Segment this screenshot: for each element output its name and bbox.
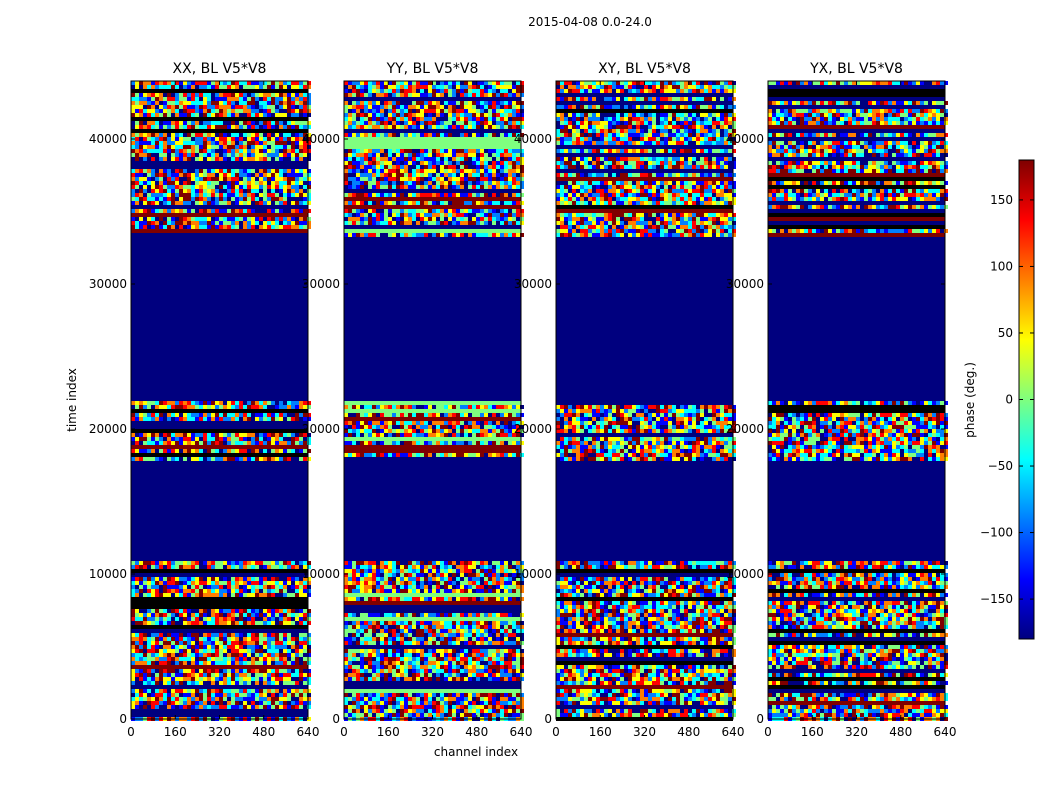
y-tick-label: 40000 [302,132,340,146]
y-tick-label: 30000 [514,277,552,291]
y-tick-label: 20000 [302,422,340,436]
x-tick-label: 480 [677,725,700,739]
heatmap-image [556,81,736,721]
y-tick-label: 0 [332,712,340,726]
x-tick-label: 0 [340,725,348,739]
heatmap-image [344,81,524,721]
panel-3: XY, BL V5*V8 0 160 320 480 640 0 10000 20000 3000… [514,61,745,739]
x-axis-label: channel index [434,745,518,759]
x-tick-label: 0 [764,725,772,739]
colorbar-tick-label: 50 [998,326,1013,340]
y-tick-label: 10000 [726,567,764,581]
colorbar-tick-label: −150 [980,592,1013,606]
y-tick-label: 10000 [89,567,127,581]
y-tick-label: 30000 [302,277,340,291]
figure-title: 2015-04-08 0.0-24.0 [528,15,652,29]
panel-title: YY, BL V5*V8 [386,61,479,77]
y-tick-label: 0 [756,712,764,726]
y-tick-label: 30000 [89,277,127,291]
panel-title: YX, BL V5*V8 [809,61,903,77]
panel-title: XX, BL V5*V8 [173,61,267,77]
x-tick-label: 320 [845,725,868,739]
x-tick-label: 160 [801,725,824,739]
x-tick-label: 480 [252,725,275,739]
y-tick-label: 20000 [89,422,127,436]
y-tick-label: 20000 [514,422,552,436]
y-tick-label: 20000 [726,422,764,436]
x-tick-label: 480 [889,725,912,739]
panels: XX, BL V5*V8 0 160 320 480 640 0 10000 20000 3000… [89,61,957,739]
colorbar-label: phase (deg.) [963,362,977,438]
x-tick-label: 640 [510,725,533,739]
x-tick-label: 160 [589,725,612,739]
x-tick-label: 320 [421,725,444,739]
y-tick-label: 30000 [726,277,764,291]
heatmap-image [768,81,948,721]
y-tick-label: 10000 [514,567,552,581]
panel-1: XX, BL V5*V8 0 160 320 480 640 0 10000 20000 3000… [89,61,320,739]
colorbar-tick-label: 0 [1005,393,1013,407]
x-tick-label: 640 [934,725,957,739]
x-tick-label: 640 [297,725,320,739]
panel-title: XY, BL V5*V8 [598,61,691,77]
x-tick-label: 320 [633,725,656,739]
y-axis-label: time index [65,368,79,432]
colorbar-tick-label: −100 [980,526,1013,540]
heatmap-image [131,81,311,721]
colorbar: 150 100 50 0 −50 −100 −150 [980,159,1035,640]
x-tick-label: 320 [208,725,231,739]
y-tick-label: 10000 [302,567,340,581]
panel-2: YY, BL V5*V8 0 160 320 480 640 0 10000 20000 3000… [302,61,533,739]
colorbar-tick-label: −50 [988,459,1013,473]
x-tick-label: 640 [722,725,745,739]
y-tick-label: 40000 [514,132,552,146]
x-tick-label: 160 [164,725,187,739]
y-tick-label: 0 [119,712,127,726]
colorbar-tick-label: 100 [990,259,1013,273]
y-tick-label: 0 [544,712,552,726]
panel-4: YX, BL V5*V8 0 160 320 480 640 0 10000 20000 3000… [726,61,957,739]
x-tick-label: 160 [377,725,400,739]
x-tick-label: 0 [552,725,560,739]
x-tick-label: 0 [127,725,135,739]
y-tick-label: 40000 [89,132,127,146]
y-tick-label: 40000 [726,132,764,146]
x-tick-label: 480 [465,725,488,739]
colorbar-tick-label: 150 [990,193,1013,207]
